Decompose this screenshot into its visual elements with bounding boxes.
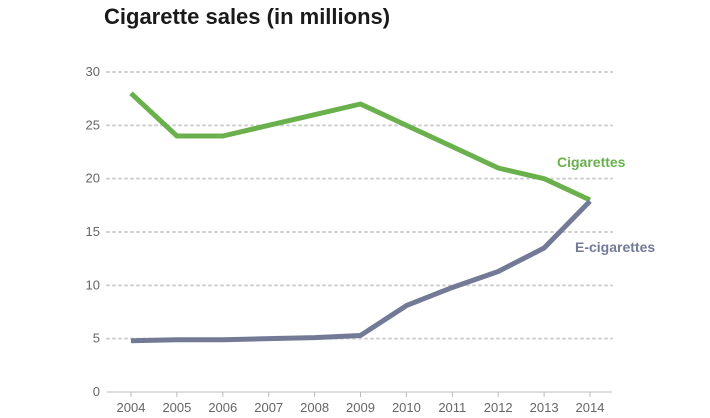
x-tick-label: 2014	[576, 400, 605, 415]
y-tick-label: 10	[86, 277, 100, 292]
x-tick-label: 2013	[530, 400, 559, 415]
y-tick-label: 25	[86, 117, 100, 132]
y-tick-label: 0	[93, 384, 100, 399]
y-axis-ticks: 0 5 10 15 20 25 30	[86, 64, 100, 399]
series-line-e-cigarettes	[130, 199, 592, 344]
series-line-cigarettes	[129, 91, 592, 203]
x-tick-label: 2004	[117, 400, 146, 415]
series-lines	[129, 91, 592, 344]
series-label-cigarettes: Cigarettes	[557, 154, 626, 170]
gridlines	[106, 71, 613, 340]
y-tick-label: 30	[86, 64, 100, 79]
x-tick-label: 2011	[438, 400, 466, 415]
x-tick-label: 2005	[162, 400, 191, 415]
x-tick-label: 2012	[484, 400, 513, 415]
x-tick-label: 2008	[300, 400, 329, 415]
y-tick-label: 15	[86, 224, 100, 239]
x-tick-label: 2010	[392, 400, 421, 415]
chart-title: Cigarette sales (in millions)	[104, 4, 391, 29]
series-labels: Cigarettes E-cigarettes	[557, 154, 655, 255]
y-tick-label: 5	[93, 331, 100, 346]
series-label-e-cigarettes: E-cigarettes	[575, 239, 655, 255]
x-tick-label: 2006	[208, 400, 237, 415]
x-tick-label: 2007	[254, 400, 283, 415]
x-tick-label: 2009	[346, 400, 375, 415]
x-axis-ticks: 2004 2005 2006 2007 2008 2009 2010 2011 2012 2013…	[117, 392, 605, 415]
y-tick-label: 20	[86, 171, 100, 186]
